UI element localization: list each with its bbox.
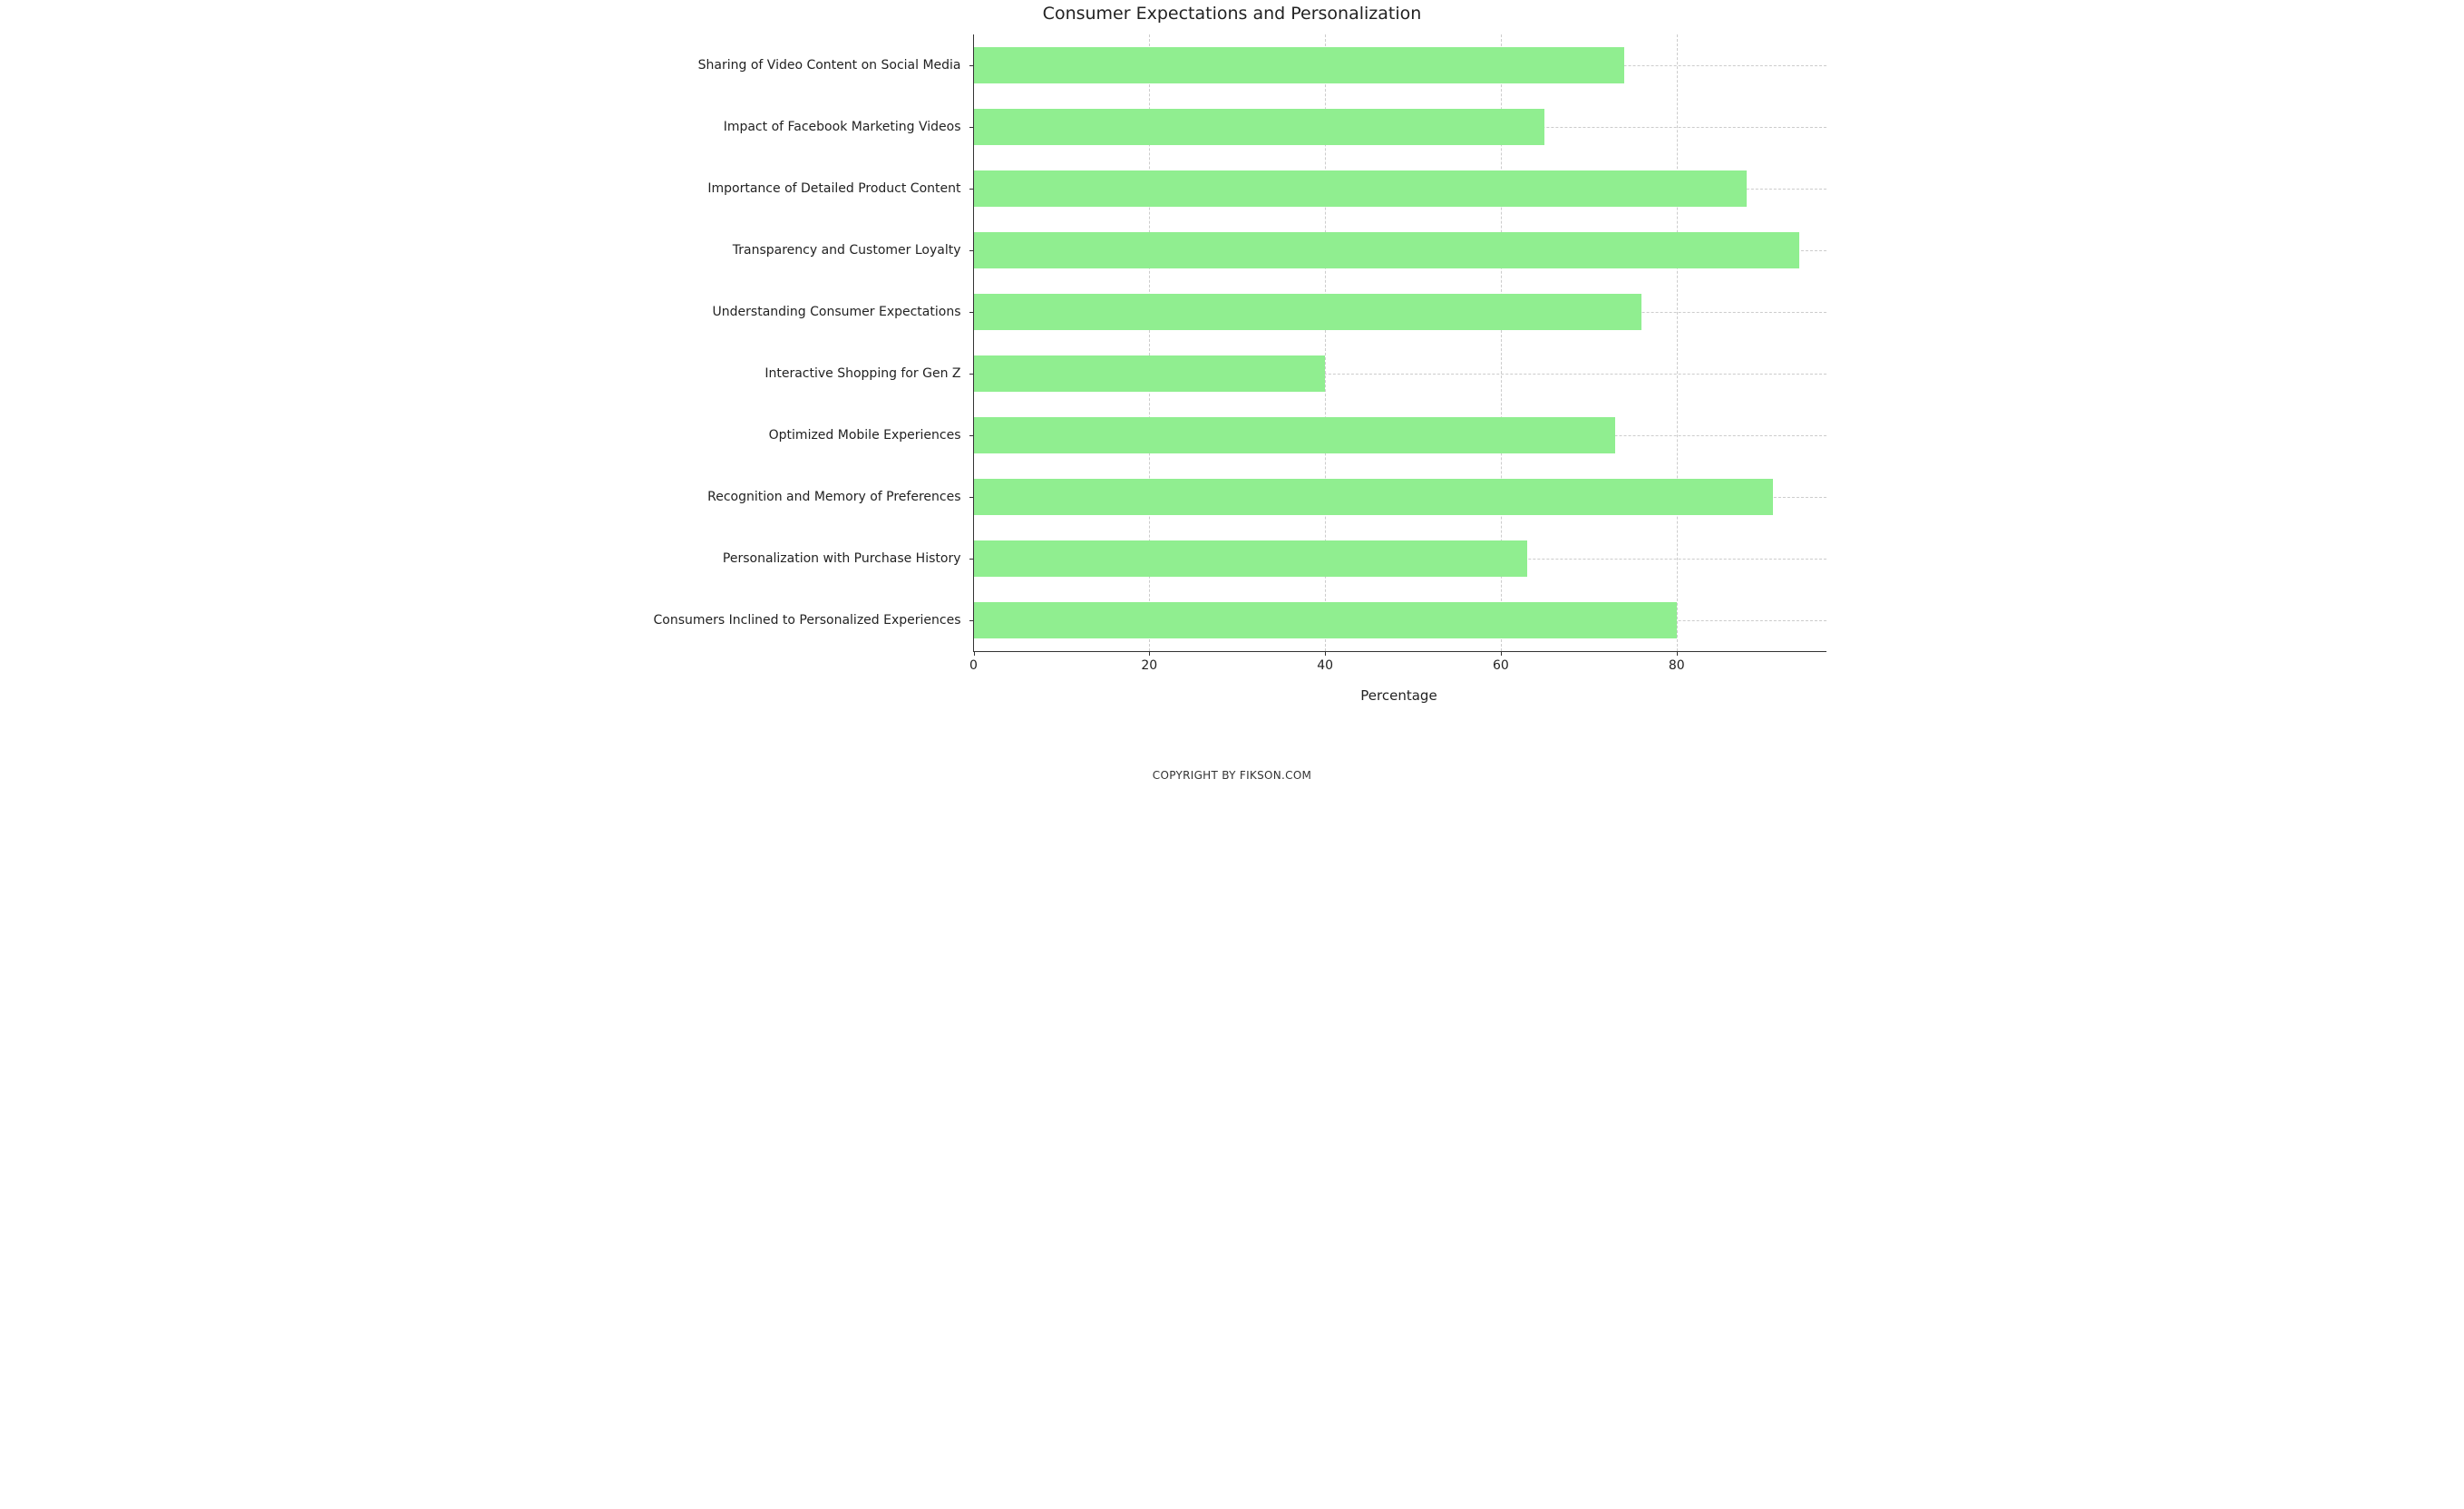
- x-tick-label: 80: [1669, 658, 1685, 673]
- chart-container: Consumer Expectations and Personalizatio…: [579, 0, 1885, 800]
- x-tick-mark: [1149, 651, 1150, 656]
- y-tick-label: Interactive Shopping for Gen Z: [765, 366, 960, 381]
- y-tick-label: Transparency and Customer Loyalty: [733, 243, 961, 258]
- x-tick-label: 60: [1493, 658, 1509, 673]
- bar: [974, 417, 1615, 454]
- bar: [974, 170, 1748, 208]
- x-tick-label: 0: [969, 658, 978, 673]
- bar: [974, 602, 1677, 639]
- x-tick-mark: [1501, 651, 1502, 656]
- y-tick-label: Impact of Facebook Marketing Videos: [724, 120, 961, 134]
- x-tick-mark: [1677, 651, 1678, 656]
- y-tick-label: Understanding Consumer Expectations: [713, 305, 961, 319]
- bar: [974, 479, 1774, 516]
- chart-title: Consumer Expectations and Personalizatio…: [579, 4, 1885, 24]
- y-tick-label: Sharing of Video Content on Social Media: [698, 58, 961, 73]
- x-tick-mark: [974, 651, 975, 656]
- bar: [974, 294, 1641, 331]
- copyright-text: COPYRIGHT BY FIKSON.COM: [579, 769, 1885, 782]
- bar: [974, 109, 1545, 146]
- y-tick-label: Personalization with Purchase History: [723, 551, 961, 566]
- bar: [974, 355, 1326, 393]
- bar: [974, 540, 1528, 578]
- y-tick-label: Importance of Detailed Product Content: [707, 181, 960, 196]
- bar: [974, 232, 1800, 269]
- x-tick-label: 40: [1317, 658, 1333, 673]
- bar: [974, 47, 1624, 84]
- y-tick-label: Recognition and Memory of Preferences: [707, 490, 960, 504]
- y-tick-label: Optimized Mobile Experiences: [769, 428, 961, 443]
- plot-area: 020406080Sharing of Video Content on Soc…: [973, 34, 1826, 652]
- x-tick-label: 20: [1141, 658, 1157, 673]
- x-axis-label: Percentage: [973, 687, 1826, 704]
- y-tick-label: Consumers Inclined to Personalized Exper…: [653, 613, 960, 628]
- x-tick-mark: [1325, 651, 1326, 656]
